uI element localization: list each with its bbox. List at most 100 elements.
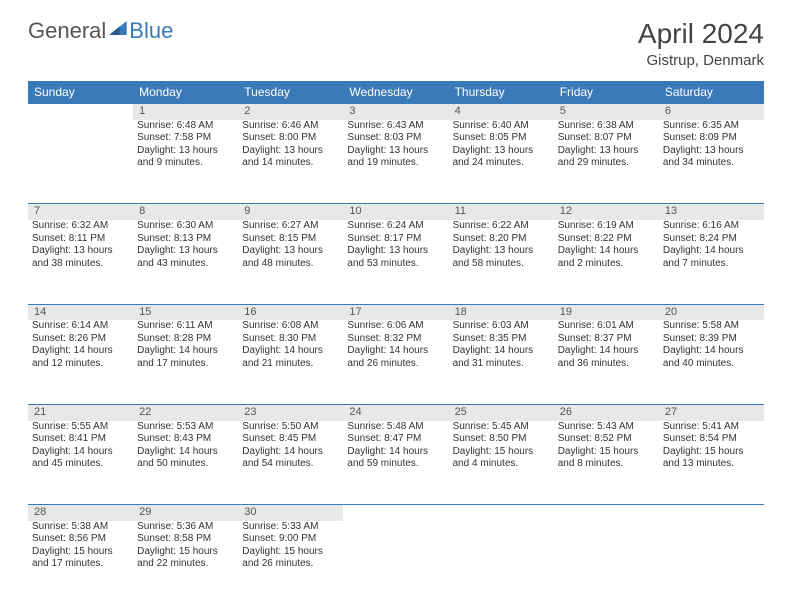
day-number-cell: 30 (238, 505, 343, 521)
sunset-line: Sunset: 8:45 PM (242, 433, 339, 446)
sunset-line: Sunset: 8:52 PM (558, 433, 655, 446)
sunset-line: Sunset: 8:41 PM (32, 433, 129, 446)
sunrise-line: Sunrise: 6:27 AM (242, 220, 339, 233)
weekday-header: Wednesday (343, 81, 448, 104)
sunrise-line: Sunrise: 5:58 AM (663, 320, 760, 333)
day-number-cell: 8 (133, 204, 238, 220)
day-cell: Sunrise: 6:46 AMSunset: 8:00 PMDaylight:… (238, 120, 343, 204)
daylight-line: Daylight: 13 hours and 53 minutes. (347, 245, 444, 270)
sunset-line: Sunset: 8:28 PM (137, 333, 234, 346)
daylight-line: Daylight: 15 hours and 8 minutes. (558, 446, 655, 471)
logo-text-general: General (28, 18, 106, 44)
day-cell: Sunrise: 5:41 AMSunset: 8:54 PMDaylight:… (659, 421, 764, 505)
day-cell: Sunrise: 5:58 AMSunset: 8:39 PMDaylight:… (659, 320, 764, 404)
month-title: April 2024 (638, 18, 764, 50)
content-row: Sunrise: 6:32 AMSunset: 8:11 PMDaylight:… (28, 220, 764, 304)
day-cell: Sunrise: 6:27 AMSunset: 8:15 PMDaylight:… (238, 220, 343, 304)
header: General Blue April 2024 Gistrup, Denmark (0, 0, 792, 75)
sunrise-line: Sunrise: 6:38 AM (558, 120, 655, 133)
day-cell: Sunrise: 6:22 AMSunset: 8:20 PMDaylight:… (449, 220, 554, 304)
day-number-cell: 10 (343, 204, 448, 220)
day-cell: Sunrise: 6:48 AMSunset: 7:58 PMDaylight:… (133, 120, 238, 204)
sunset-line: Sunset: 8:39 PM (663, 333, 760, 346)
calendar-table: SundayMondayTuesdayWednesdayThursdayFrid… (28, 81, 764, 605)
sunrise-line: Sunrise: 6:46 AM (242, 120, 339, 133)
sunset-line: Sunset: 8:15 PM (242, 233, 339, 246)
sunset-line: Sunset: 8:58 PM (137, 533, 234, 546)
day-number-cell: 18 (449, 304, 554, 320)
day-number-cell: 17 (343, 304, 448, 320)
day-number-cell: 22 (133, 404, 238, 420)
day-cell (449, 521, 554, 605)
day-number-cell (659, 505, 764, 521)
sunrise-line: Sunrise: 5:45 AM (453, 421, 550, 434)
day-cell: Sunrise: 6:14 AMSunset: 8:26 PMDaylight:… (28, 320, 133, 404)
daylight-line: Daylight: 13 hours and 58 minutes. (453, 245, 550, 270)
sunrise-line: Sunrise: 5:41 AM (663, 421, 760, 434)
day-cell: Sunrise: 6:11 AMSunset: 8:28 PMDaylight:… (133, 320, 238, 404)
day-cell: Sunrise: 6:08 AMSunset: 8:30 PMDaylight:… (238, 320, 343, 404)
daynum-row: 123456 (28, 104, 764, 120)
daylight-line: Daylight: 15 hours and 22 minutes. (137, 546, 234, 571)
daylight-line: Daylight: 14 hours and 45 minutes. (32, 446, 129, 471)
day-number-cell: 5 (554, 104, 659, 120)
daylight-line: Daylight: 15 hours and 17 minutes. (32, 546, 129, 571)
day-cell: Sunrise: 5:38 AMSunset: 8:56 PMDaylight:… (28, 521, 133, 605)
sunset-line: Sunset: 8:07 PM (558, 132, 655, 145)
day-cell: Sunrise: 6:32 AMSunset: 8:11 PMDaylight:… (28, 220, 133, 304)
day-cell: Sunrise: 6:19 AMSunset: 8:22 PMDaylight:… (554, 220, 659, 304)
daylight-line: Daylight: 14 hours and 50 minutes. (137, 446, 234, 471)
sunset-line: Sunset: 8:30 PM (242, 333, 339, 346)
logo-text-blue: Blue (129, 18, 173, 44)
daylight-line: Daylight: 14 hours and 12 minutes. (32, 345, 129, 370)
daynum-row: 14151617181920 (28, 304, 764, 320)
day-number-cell: 29 (133, 505, 238, 521)
day-cell: Sunrise: 6:40 AMSunset: 8:05 PMDaylight:… (449, 120, 554, 204)
sunset-line: Sunset: 8:20 PM (453, 233, 550, 246)
weekday-header: Sunday (28, 81, 133, 104)
sunset-line: Sunset: 8:00 PM (242, 132, 339, 145)
day-number-cell: 7 (28, 204, 133, 220)
logo: General Blue (28, 18, 173, 44)
sunset-line: Sunset: 8:43 PM (137, 433, 234, 446)
daylight-line: Daylight: 13 hours and 29 minutes. (558, 145, 655, 170)
day-cell: Sunrise: 5:45 AMSunset: 8:50 PMDaylight:… (449, 421, 554, 505)
day-cell: Sunrise: 6:30 AMSunset: 8:13 PMDaylight:… (133, 220, 238, 304)
daylight-line: Daylight: 13 hours and 14 minutes. (242, 145, 339, 170)
day-number-cell (449, 505, 554, 521)
sunrise-line: Sunrise: 5:43 AM (558, 421, 655, 434)
day-number-cell: 19 (554, 304, 659, 320)
day-cell (343, 521, 448, 605)
logo-triangle-icon (109, 21, 127, 35)
daylight-line: Daylight: 14 hours and 36 minutes. (558, 345, 655, 370)
sunset-line: Sunset: 7:58 PM (137, 132, 234, 145)
sunrise-line: Sunrise: 6:32 AM (32, 220, 129, 233)
weekday-header: Thursday (449, 81, 554, 104)
day-number-cell: 28 (28, 505, 133, 521)
day-number-cell: 21 (28, 404, 133, 420)
daylight-line: Daylight: 13 hours and 38 minutes. (32, 245, 129, 270)
day-cell: Sunrise: 5:33 AMSunset: 9:00 PMDaylight:… (238, 521, 343, 605)
day-number-cell: 4 (449, 104, 554, 120)
sunrise-line: Sunrise: 6:14 AM (32, 320, 129, 333)
daylight-line: Daylight: 14 hours and 54 minutes. (242, 446, 339, 471)
sunrise-line: Sunrise: 6:01 AM (558, 320, 655, 333)
daylight-line: Daylight: 13 hours and 19 minutes. (347, 145, 444, 170)
day-number-cell: 24 (343, 404, 448, 420)
location: Gistrup, Denmark (638, 52, 764, 69)
weekday-header: Monday (133, 81, 238, 104)
day-cell: Sunrise: 6:06 AMSunset: 8:32 PMDaylight:… (343, 320, 448, 404)
weekday-header: Friday (554, 81, 659, 104)
sunset-line: Sunset: 8:22 PM (558, 233, 655, 246)
daylight-line: Daylight: 15 hours and 26 minutes. (242, 546, 339, 571)
day-number-cell: 25 (449, 404, 554, 420)
weekday-header-row: SundayMondayTuesdayWednesdayThursdayFrid… (28, 81, 764, 104)
sunrise-line: Sunrise: 5:50 AM (242, 421, 339, 434)
daylight-line: Daylight: 14 hours and 31 minutes. (453, 345, 550, 370)
sunrise-line: Sunrise: 6:16 AM (663, 220, 760, 233)
daylight-line: Daylight: 14 hours and 7 minutes. (663, 245, 760, 270)
day-number-cell: 15 (133, 304, 238, 320)
daylight-line: Daylight: 15 hours and 13 minutes. (663, 446, 760, 471)
day-cell: Sunrise: 6:01 AMSunset: 8:37 PMDaylight:… (554, 320, 659, 404)
day-cell: Sunrise: 5:53 AMSunset: 8:43 PMDaylight:… (133, 421, 238, 505)
